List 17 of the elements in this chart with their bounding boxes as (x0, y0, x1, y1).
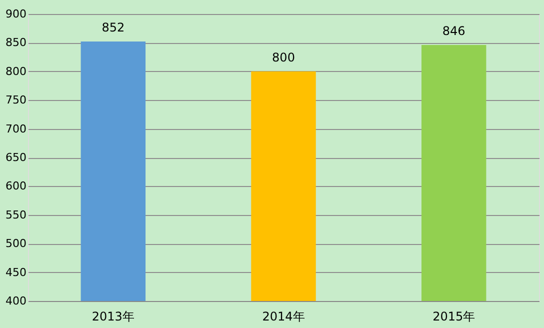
y-tick-label: 650 (6, 151, 26, 164)
y-tick-label: 850 (6, 36, 26, 50)
y-tick-label: 750 (6, 94, 26, 107)
y-tick-label: 900 (6, 8, 26, 20)
y-tick-label: 800 (6, 64, 26, 78)
data-label: 800 (272, 50, 295, 64)
y-tick-label: 600 (6, 180, 26, 193)
y-tick-label: 550 (6, 208, 26, 222)
x-tick-label: 2013年 (92, 310, 134, 324)
y-tick-label: 450 (6, 266, 26, 279)
y-tick-label: 700 (6, 122, 26, 136)
data-label: 846 (442, 24, 466, 38)
y-tick-label: 400 (6, 294, 26, 308)
data-label: 852 (102, 20, 125, 35)
x-tick-label: 2014年 (262, 310, 305, 324)
y-tick-label: 500 (6, 237, 26, 250)
x-tick-label: 2015年 (432, 310, 476, 324)
